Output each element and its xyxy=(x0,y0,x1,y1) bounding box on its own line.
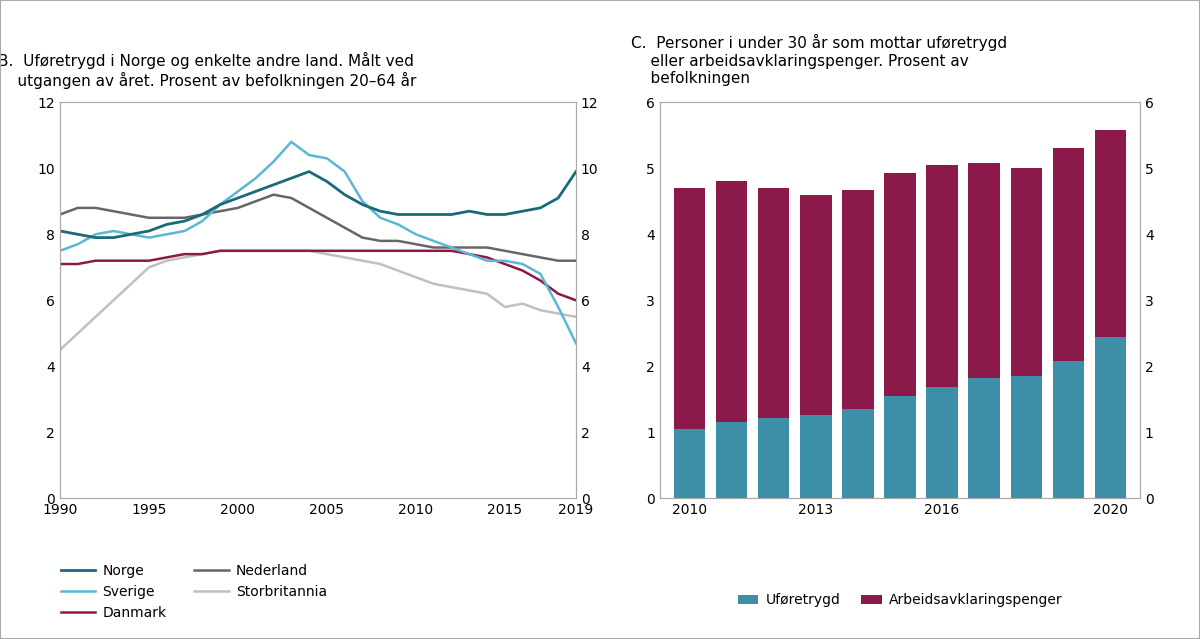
Legend: Uføretrygd, Arbeidsavklaringspenger: Uføretrygd, Arbeidsavklaringspenger xyxy=(732,588,1068,613)
Bar xyxy=(800,415,832,498)
Bar xyxy=(1010,376,1042,498)
Bar xyxy=(926,165,958,387)
Legend: Norge, Sverige, Danmark, Nederland, Storbritannia: Norge, Sverige, Danmark, Nederland, Stor… xyxy=(55,558,332,626)
Bar xyxy=(842,190,874,410)
Bar xyxy=(1094,130,1127,337)
Bar xyxy=(968,163,1000,378)
Bar xyxy=(1052,148,1085,361)
Bar xyxy=(673,429,706,498)
Bar xyxy=(758,188,790,418)
Text: C.  Personer i under 30 år som mottar uføretrygd
    eller arbeidsavklaringspeng: C. Personer i under 30 år som mottar ufø… xyxy=(631,35,1007,86)
Bar xyxy=(926,387,958,498)
Bar xyxy=(800,195,832,415)
Text: B.  Uføretrygd i Norge og enkelte andre land. Målt ved
    utgangen av året. Pro: B. Uføretrygd i Norge og enkelte andre l… xyxy=(0,52,416,89)
Bar xyxy=(1094,337,1127,498)
Bar xyxy=(968,378,1000,498)
Bar xyxy=(1052,361,1085,498)
Bar xyxy=(715,422,748,498)
Bar xyxy=(1010,168,1042,376)
Bar xyxy=(884,173,916,396)
Bar xyxy=(673,188,706,429)
Bar xyxy=(884,396,916,498)
Bar xyxy=(842,410,874,498)
Bar xyxy=(715,181,748,422)
Bar xyxy=(758,418,790,498)
